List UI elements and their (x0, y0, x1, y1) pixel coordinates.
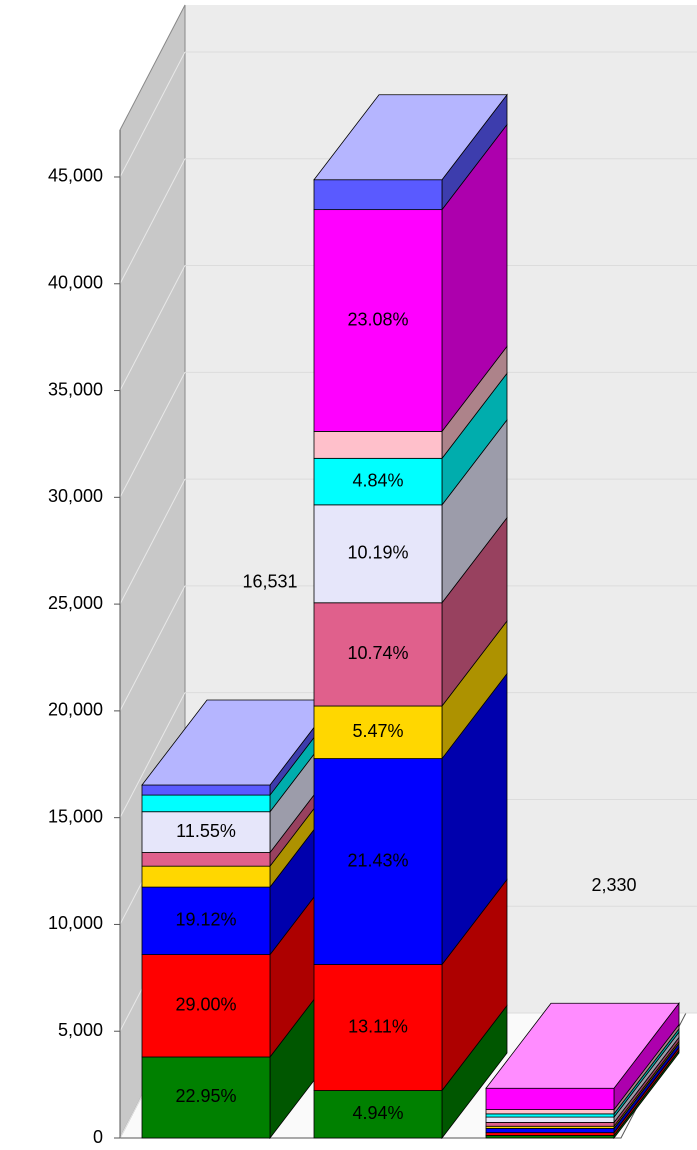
bar-segment (141, 811, 271, 853)
grid-line (119, 692, 186, 818)
grid-line (119, 478, 186, 605)
bar-segment (313, 964, 443, 1091)
percent-label: 10.19% (347, 543, 408, 563)
bar-segment (485, 1113, 615, 1118)
bar-segment (313, 1090, 443, 1139)
y-tick-label: 0 (93, 1127, 103, 1147)
total-label: 2,330 (591, 875, 636, 895)
bar-segment (313, 602, 443, 707)
grid-line (119, 372, 186, 498)
bar-segment (313, 758, 443, 965)
y-tick-label: 15,000 (48, 806, 103, 826)
percent-label: 19.12% (175, 910, 236, 930)
bar-segment (141, 954, 271, 1058)
percent-label: 29.00% (175, 995, 236, 1015)
total-label: 16,531 (242, 572, 297, 592)
bar-segment (313, 209, 443, 432)
bar-segment (141, 852, 271, 867)
percent-label: 22.95% (175, 1086, 236, 1106)
bar-segment (313, 457, 443, 506)
percent-label: 10.74% (347, 643, 408, 663)
percent-label: 13.11% (348, 1016, 408, 1036)
bar-segment (485, 1087, 615, 1110)
bar-segment (313, 504, 443, 604)
bar-segment (485, 1127, 615, 1134)
y-tick-label: 30,000 (48, 486, 103, 506)
y-tick-label: 20,000 (48, 700, 103, 720)
y-tick-label: 10,000 (48, 913, 103, 933)
bar-segment (485, 1132, 615, 1136)
percent-label: 4.94% (352, 1103, 403, 1123)
bar-segment (141, 886, 271, 955)
percent-label: 21.43% (347, 850, 408, 870)
bar-segment (313, 705, 443, 759)
bar-segment (485, 1109, 615, 1115)
grid-line (119, 158, 186, 284)
percent-label: 5.47% (352, 721, 403, 741)
percent-label: 11.55% (176, 821, 236, 841)
grid-line (119, 51, 186, 178)
bar-segment (141, 1056, 271, 1139)
bar-segment (313, 431, 443, 459)
y-tick-label: 25,000 (48, 593, 103, 613)
y-tick-label: 35,000 (48, 379, 103, 399)
bar-segment (313, 179, 443, 211)
bar-segment (141, 794, 271, 813)
bar-segment (141, 784, 271, 796)
bar-top (313, 94, 508, 181)
percent-label: 4.84% (352, 470, 403, 490)
y-tick-label: 40,000 (48, 273, 103, 293)
bar-segment (485, 1116, 615, 1123)
grid-line (119, 585, 186, 712)
y-tick-label: 45,000 (48, 166, 103, 186)
bar-top (485, 1002, 680, 1089)
bar-segment (485, 1122, 615, 1127)
percent-label: 23.08% (347, 309, 408, 329)
bar-segment (141, 865, 271, 888)
y-tick-label: 5,000 (58, 1020, 103, 1040)
grid-line (119, 265, 186, 391)
